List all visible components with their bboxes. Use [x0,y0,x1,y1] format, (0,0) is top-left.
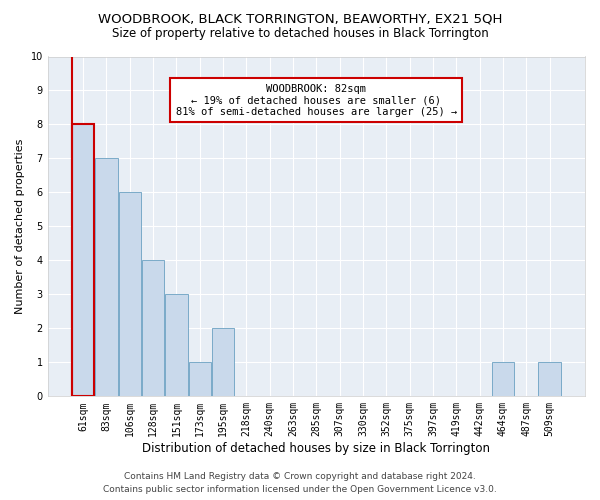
Bar [166,294,188,396]
Bar [119,192,141,396]
Bar [188,362,211,396]
Text: Size of property relative to detached houses in Black Torrington: Size of property relative to detached ho… [112,28,488,40]
Bar [538,362,560,396]
Y-axis label: Number of detached properties: Number of detached properties [15,138,25,314]
Bar [492,362,514,396]
Text: Contains HM Land Registry data © Crown copyright and database right 2024.
Contai: Contains HM Land Registry data © Crown c… [103,472,497,494]
Bar [212,328,234,396]
X-axis label: Distribution of detached houses by size in Black Torrington: Distribution of detached houses by size … [142,442,490,455]
Text: WOODBROOK: 82sqm
← 19% of detached houses are smaller (6)
81% of semi-detached h: WOODBROOK: 82sqm ← 19% of detached house… [176,84,457,117]
Text: WOODBROOK, BLACK TORRINGTON, BEAWORTHY, EX21 5QH: WOODBROOK, BLACK TORRINGTON, BEAWORTHY, … [98,12,502,26]
Bar [72,124,94,396]
Bar [95,158,118,396]
Bar [142,260,164,396]
